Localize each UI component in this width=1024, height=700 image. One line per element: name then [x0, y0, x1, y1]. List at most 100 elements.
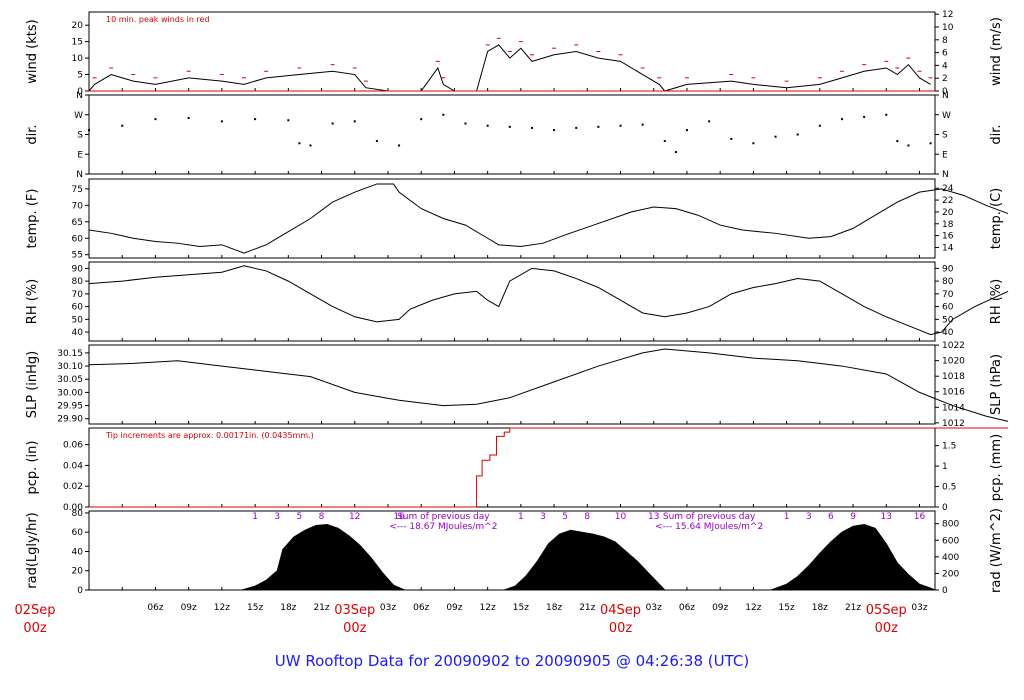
- direction-point: [287, 119, 290, 122]
- direction-point: [575, 126, 578, 129]
- right-tick-label: 1.5: [942, 442, 956, 452]
- left-tick-label: 30.05: [57, 375, 83, 385]
- solar-hour-label: 3: [274, 512, 280, 522]
- direction-point: [774, 135, 777, 138]
- direction-point: [730, 137, 733, 140]
- right-tick-label: 600: [942, 536, 959, 546]
- chart-title: UW Rooftop Data for 20090902 to 20090905…: [275, 652, 749, 670]
- left-tick-label: N: [76, 91, 83, 101]
- y-axis-label-left: pcp. (in): [25, 441, 40, 495]
- right-tick-label: N: [942, 91, 949, 101]
- panel-frame-slp: [88, 344, 936, 425]
- x-tick-label: 21z: [579, 603, 595, 613]
- day-label-time: 00z: [875, 621, 899, 636]
- direction-point: [929, 142, 932, 145]
- x-tick-label: 12z: [745, 603, 761, 613]
- x-tick-label: 18z: [280, 603, 296, 613]
- solar-hour-label: 5: [297, 512, 303, 522]
- direction-point: [464, 122, 467, 125]
- right-tick-label: 80: [942, 277, 954, 287]
- direction-point: [331, 122, 334, 125]
- right-tick-label: 16: [942, 232, 954, 242]
- left-tick-label: 30.00: [57, 388, 83, 398]
- left-tick-label: 75: [72, 185, 83, 195]
- solar-hour-label: 1: [252, 512, 258, 522]
- direction-point: [121, 124, 124, 127]
- left-tick-label: 80: [72, 509, 84, 519]
- left-tick-label: 60: [72, 303, 84, 313]
- left-tick-label: 29.95: [57, 402, 83, 412]
- direction-point: [863, 115, 866, 118]
- x-tick-label: 18z: [812, 603, 828, 613]
- left-tick-label: 15: [72, 38, 83, 48]
- solar-hour-label: 16: [393, 512, 405, 522]
- x-tick-label: 18z: [546, 603, 562, 613]
- panel-annotation: Tip increments are approx. 0.00171in. (0…: [105, 431, 314, 440]
- y-axis-label-left: RH (%): [25, 279, 40, 324]
- right-tick-label: 400: [942, 553, 959, 563]
- x-tick-label: 03z: [646, 603, 662, 613]
- x-tick-label: 21z: [313, 603, 329, 613]
- direction-point: [298, 142, 301, 145]
- direction-point: [508, 125, 511, 128]
- direction-point: [674, 151, 677, 154]
- right-tick-label: 0: [942, 87, 948, 97]
- direction-point: [885, 113, 888, 116]
- daily-sum-value: <--- 15.64 MJoules/m^2: [655, 522, 763, 532]
- solar-hour-label: 13: [881, 512, 892, 522]
- x-tick-label: 06z: [679, 603, 695, 613]
- right-tick-label: 18: [942, 220, 954, 230]
- direction-point: [309, 144, 312, 147]
- daily-sum-value: <--- 18.67 MJoules/m^2: [389, 522, 497, 532]
- right-tick-label: 4: [942, 61, 948, 71]
- solar-hour-label: 16: [914, 512, 926, 522]
- direction-point: [840, 118, 843, 121]
- series-line-rh: [88, 265, 1009, 336]
- left-tick-label: 30.10: [57, 362, 83, 372]
- left-tick-label: 30.15: [57, 349, 83, 359]
- panel-annotation: 10 min. peak winds in red: [106, 15, 210, 24]
- left-tick-label: 10: [72, 54, 84, 64]
- y-axis-label-right: rad (W/m^2): [989, 508, 1004, 593]
- right-tick-label: 0: [942, 586, 948, 596]
- left-tick-label: 0.00: [63, 503, 83, 513]
- left-tick-label: 70: [72, 201, 84, 211]
- left-tick-label: S: [77, 131, 83, 141]
- right-tick-label: 1016: [942, 388, 965, 398]
- left-tick-label: 20: [72, 21, 84, 31]
- left-tick-label: 55: [72, 251, 83, 261]
- right-tick-label: 24: [942, 184, 954, 194]
- right-tick-label: W: [942, 111, 951, 121]
- direction-point: [154, 118, 157, 121]
- left-tick-label: 90: [72, 264, 84, 274]
- x-tick-label: 06z: [147, 603, 163, 613]
- right-tick-label: S: [942, 131, 948, 141]
- y-axis-label-right: temp. (C): [989, 188, 1004, 250]
- x-tick-label: 09z: [446, 603, 462, 613]
- y-axis-label-left: wind (kts): [25, 19, 40, 83]
- right-tick-label: 50: [942, 315, 954, 325]
- day-label-date: 03Sep: [334, 603, 375, 618]
- direction-point: [220, 120, 223, 123]
- left-tick-label: 80: [72, 277, 84, 287]
- left-tick-label: 65: [72, 218, 83, 228]
- x-tick-label: 15z: [513, 603, 529, 613]
- solar-hour-label: 10: [615, 512, 627, 522]
- left-tick-label: 0: [77, 586, 83, 596]
- solar-hour-label: 12: [349, 512, 360, 522]
- right-tick-label: 22: [942, 196, 953, 206]
- day-label-time: 00z: [609, 621, 633, 636]
- panel-frame-rh: [88, 261, 936, 342]
- day-label-time: 00z: [23, 621, 47, 636]
- right-tick-label: 8: [942, 36, 948, 46]
- solar-hour-label: 8: [584, 512, 590, 522]
- left-tick-label: E: [77, 150, 83, 160]
- x-tick-label: 03z: [911, 603, 927, 613]
- right-tick-label: 70: [942, 290, 954, 300]
- day-label-time: 00z: [343, 621, 367, 636]
- right-tick-label: 1014: [942, 403, 965, 413]
- solar-hour-label: 3: [806, 512, 812, 522]
- right-tick-label: 20: [942, 208, 954, 218]
- right-tick-label: 200: [942, 569, 959, 579]
- left-tick-label: 50: [72, 315, 84, 325]
